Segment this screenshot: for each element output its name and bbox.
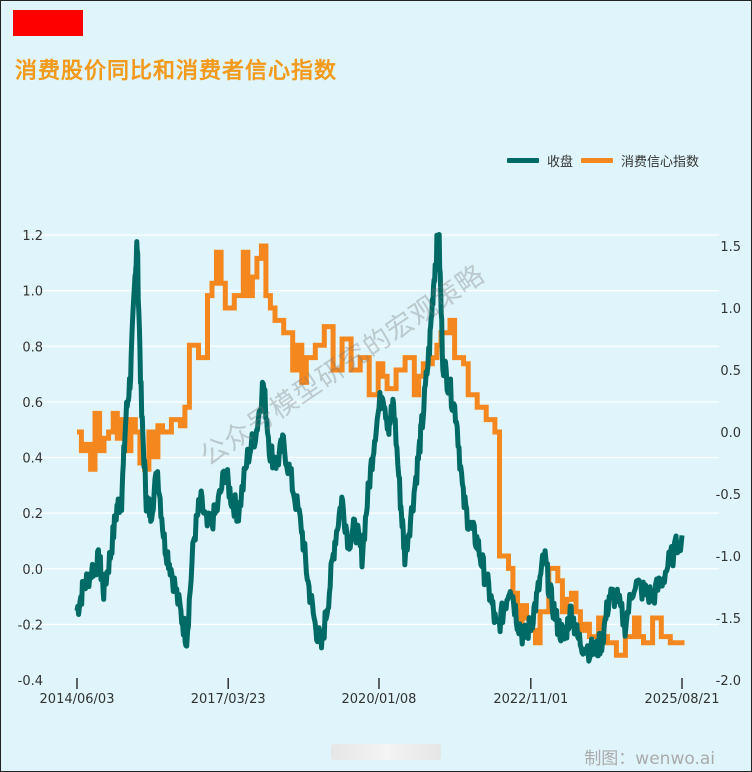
- right-tick-label: -0.5: [716, 488, 741, 503]
- series-line-close: [74, 232, 685, 664]
- left-tick-label: 0.0: [22, 563, 43, 578]
- left-tick-label: 0.4: [22, 452, 43, 467]
- left-tick-label: 0.6: [22, 396, 43, 411]
- left-tick-label: 0.8: [22, 340, 43, 355]
- legend-item-close[interactable]: 收盘: [506, 151, 573, 170]
- red-badge: [13, 10, 83, 36]
- right-tick-label: -1.5: [716, 612, 741, 627]
- x-tick-label: 2022/11/01: [493, 692, 568, 707]
- left-tick-label: -0.4: [18, 674, 43, 689]
- series-line-confidence: [77, 243, 685, 658]
- legend-label-confidence: 消费信心指数: [620, 155, 699, 170]
- left-axis-ticks: 1.2 1.0 0.8 0.6 0.4 0.2 0.0 -0.2 -0.4: [18, 229, 43, 689]
- left-tick-label: -0.2: [18, 618, 43, 633]
- right-tick-label: -1.0: [716, 550, 741, 565]
- legend-swatch-close: [506, 158, 539, 163]
- right-axis-ticks: 1.5 1.0 0.5 0.0 -0.5 -1.0 -1.5 -2.0: [716, 240, 741, 689]
- x-tick-label: 2017/03/23: [191, 692, 266, 707]
- legend-swatch-confidence: [580, 158, 613, 163]
- left-tick-label: 1.2: [22, 229, 43, 244]
- footer-credit: 制图：wenwo.ai: [584, 749, 715, 769]
- right-tick-label: 1.0: [720, 302, 741, 317]
- legend: 收盘 消费信心指数: [506, 151, 699, 170]
- x-tick-label: 2025/08/21: [645, 692, 720, 707]
- legend-item-confidence[interactable]: 消费信心指数: [580, 151, 699, 170]
- right-tick-label: -2.0: [716, 674, 741, 689]
- x-axis: 2014/06/03 2017/03/23 2020/01/08 2022/11/01…: [40, 678, 720, 707]
- legend-label-close: 收盘: [546, 155, 573, 170]
- left-tick-label: 0.2: [22, 507, 43, 522]
- left-tick-label: 1.0: [22, 285, 43, 300]
- x-tick-label: 2020/01/08: [342, 692, 417, 707]
- right-tick-label: 1.5: [720, 240, 741, 255]
- right-tick-label: 0.0: [720, 426, 741, 441]
- footer-placeholder-bar: [331, 744, 441, 760]
- chart-title: 消费股价同比和消费者信心指数: [15, 59, 338, 84]
- right-tick-label: 0.5: [720, 364, 741, 379]
- x-tick-label: 2014/06/03: [40, 692, 115, 707]
